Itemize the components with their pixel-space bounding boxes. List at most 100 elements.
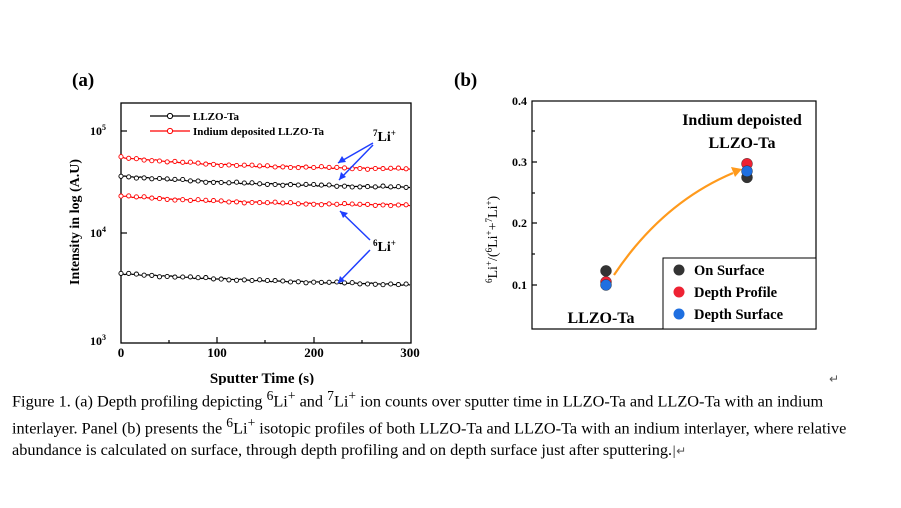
series-point [264,163,270,169]
series-point [334,183,340,189]
point-depth-surface-llzo [600,279,612,291]
series-point [210,161,217,167]
figure-caption: Figure 1. (a) Depth profiling depicting … [12,385,892,462]
series-point [303,164,309,170]
legend-label-depth-profile: Depth Profile [694,285,778,301]
arrow-li6-lower [337,249,371,284]
series-point [149,176,155,182]
series-point [365,201,371,207]
annotation-llzo: LLZO-Ta [568,310,635,327]
caption-paragraph: Figure 1. (a) Depth profiling depicting … [12,388,847,459]
series-point [380,202,386,208]
series-point [218,162,224,169]
series-point [287,279,294,285]
series-point [180,274,186,280]
series-point [295,165,301,171]
point-on-surface-llzo [600,265,612,277]
series-point [372,184,378,190]
legend-label-llzo: LLZO-Ta [193,111,240,123]
series-point [395,184,401,190]
series-point [380,183,386,189]
series-point [272,164,278,170]
series-point [249,162,255,168]
series-point [180,176,186,183]
series-point [349,201,355,207]
series-point [318,279,324,285]
series-point [272,278,278,284]
panel-b-legend: On Surface Depth Profile Depth Surface [662,257,817,330]
series-point [156,175,163,182]
series-point [395,202,401,208]
series-point [264,200,270,206]
annotation-indium-line1: Indium depoisted [682,112,802,129]
series-point [403,281,409,287]
series-point [372,202,378,208]
legend-label-on-surface: On Surface [694,263,765,279]
series-point [164,159,170,165]
series-point [234,277,240,283]
series-point [357,281,363,287]
series-point [249,199,255,206]
series-point [195,197,201,203]
x-tick-100: 100 [207,345,227,360]
caption-end-mark: |↵ [672,443,687,458]
series-point [126,174,132,180]
legend-marker-on-surface [673,264,685,276]
series-point [287,164,294,171]
series-point [372,165,378,172]
series-point [195,160,201,166]
point-depth-surface-indium [741,165,753,177]
b-y-tick-0.4: 0.4 [512,94,527,108]
series-point [187,159,193,165]
legend-entry-indium: Indium deposited LLZO-Ta [150,126,325,138]
annotation-indium-line2: LLZO-Ta [709,135,776,152]
b-y-tick-0.1: 0.1 [512,278,527,292]
legend-entry-llzo: LLZO-Ta [150,111,240,123]
series-point [264,181,270,187]
series-point [311,181,317,188]
series-point [311,279,317,285]
series-point [133,271,139,277]
series-point [210,198,217,204]
panel-b-y-tick-marks [532,130,537,286]
series-point [218,276,224,282]
series-point [164,273,170,280]
series-point [280,164,286,170]
series-point [341,183,348,189]
y-tick-1e5: 105 [90,123,106,138]
series-point [334,201,340,207]
series-point [341,201,348,207]
series-point [180,197,186,203]
panel-b-y-ticks: 0.1 0.2 0.3 0.4 [512,94,527,292]
series-point [126,193,132,199]
series-point [257,277,263,283]
legend-label-depth-surface: Depth Surface [694,307,784,323]
series-point [257,163,263,169]
series-point [172,176,178,182]
series-point [118,270,124,276]
series-point [326,164,332,170]
series-point [149,272,155,278]
series-point [311,164,317,171]
series-point [218,179,224,186]
series-point [226,162,232,168]
series-point [249,180,255,186]
series-point [141,157,147,163]
series-point [403,202,409,208]
series-point [172,158,178,164]
series-point [303,201,309,207]
series-point [257,181,263,187]
panel-a-plot-frame [120,102,412,344]
series-point [287,200,294,206]
panel-b-label: (b) [454,70,477,91]
series-point [380,282,386,288]
panel-a-y-tick-marks [121,130,127,234]
legend-marker-depth-surface [673,308,685,320]
series-point [241,277,247,283]
series-point [395,282,401,288]
legend-marker-depth-profile [673,286,685,298]
series-point [218,198,224,204]
panel-b-points [600,158,753,291]
panel-a-y-ticks: 105 104 103 [90,123,106,348]
series-point [365,184,371,190]
